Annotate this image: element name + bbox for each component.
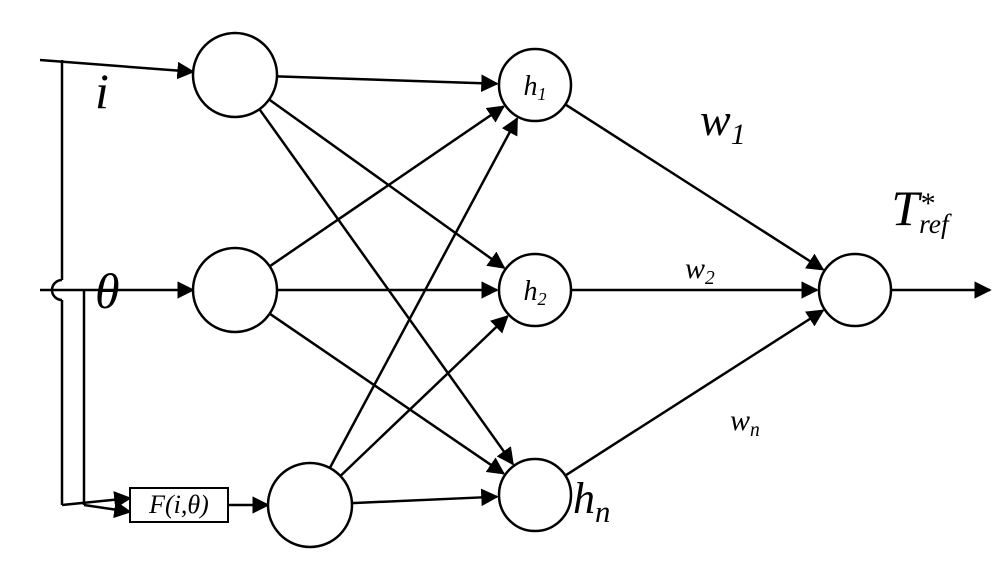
node-label-hn: hn: [573, 474, 610, 529]
network-diagram: F(i,θ) h1h2hn iθw1w2wnT*ref: [0, 0, 1000, 579]
edge-h1-out: [565, 104, 823, 269]
branch-into-fbox-1: [62, 498, 130, 505]
f-box-label: F(i,θ): [148, 490, 209, 519]
edge-in2-hn: [270, 314, 504, 474]
label-output: T*ref: [891, 180, 952, 239]
branch-into-fbox-2: [84, 505, 130, 512]
label-wn: wn: [730, 404, 760, 441]
edge-in3-h1: [330, 118, 517, 467]
label-w2: w2: [685, 252, 715, 289]
edge-in1-h1: [277, 76, 497, 83]
label-theta: θ: [95, 263, 120, 319]
node-out: [819, 254, 891, 326]
edge-hn-out: [565, 310, 823, 475]
node-in3: [268, 463, 352, 547]
node-in2: [193, 248, 277, 332]
edge-in1-hn: [259, 109, 513, 464]
node-hn: [499, 459, 571, 531]
edge-in3-hn: [352, 497, 497, 503]
label-w1: w1: [700, 94, 746, 151]
node-in1: [193, 33, 277, 117]
label-i: i: [95, 63, 109, 119]
